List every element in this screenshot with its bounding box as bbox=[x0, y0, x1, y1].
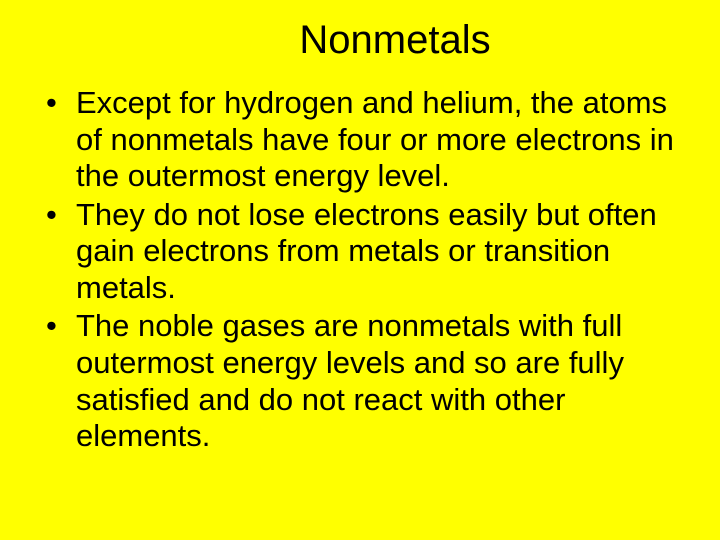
slide-title: Nonmetals bbox=[30, 18, 690, 63]
bullet-list: Except for hydrogen and helium, the atom… bbox=[30, 85, 690, 455]
list-item: Except for hydrogen and helium, the atom… bbox=[46, 85, 690, 195]
list-item: The noble gases are nonmetals with full … bbox=[46, 308, 690, 454]
slide-container: Nonmetals Except for hydrogen and helium… bbox=[0, 0, 720, 540]
list-item: They do not lose electrons easily but of… bbox=[46, 197, 690, 307]
